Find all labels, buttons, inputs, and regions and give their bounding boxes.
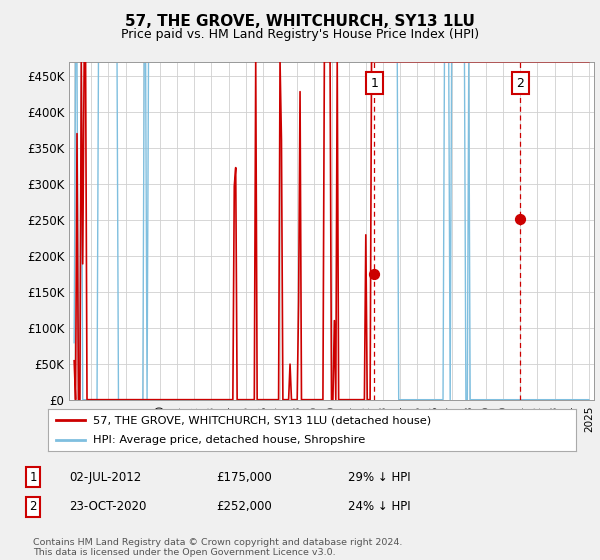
Text: 57, THE GROVE, WHITCHURCH, SY13 1LU (detached house): 57, THE GROVE, WHITCHURCH, SY13 1LU (det… — [93, 415, 431, 425]
Point — [370, 270, 379, 279]
Text: 23-OCT-2020: 23-OCT-2020 — [69, 500, 146, 514]
Text: Price paid vs. HM Land Registry's House Price Index (HPI): Price paid vs. HM Land Registry's House … — [121, 28, 479, 41]
Text: 24% ↓ HPI: 24% ↓ HPI — [348, 500, 410, 514]
Point — [515, 214, 525, 223]
Text: 02-JUL-2012: 02-JUL-2012 — [69, 470, 141, 484]
Text: 2: 2 — [29, 500, 37, 514]
Text: 1: 1 — [29, 470, 37, 484]
Text: 57, THE GROVE, WHITCHURCH, SY13 1LU: 57, THE GROVE, WHITCHURCH, SY13 1LU — [125, 14, 475, 29]
Text: £175,000: £175,000 — [216, 470, 272, 484]
Text: 2: 2 — [516, 77, 524, 90]
Text: 1: 1 — [370, 77, 379, 90]
Text: Contains HM Land Registry data © Crown copyright and database right 2024.
This d: Contains HM Land Registry data © Crown c… — [33, 538, 403, 557]
Text: HPI: Average price, detached house, Shropshire: HPI: Average price, detached house, Shro… — [93, 435, 365, 445]
Text: 29% ↓ HPI: 29% ↓ HPI — [348, 470, 410, 484]
Text: £252,000: £252,000 — [216, 500, 272, 514]
